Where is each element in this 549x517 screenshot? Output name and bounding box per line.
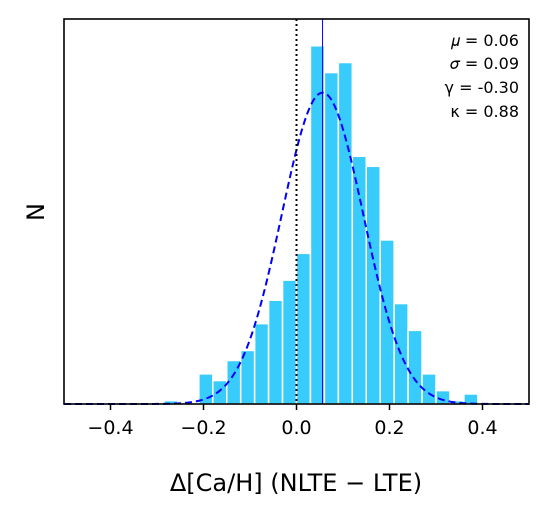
y-axis-title: N	[22, 203, 50, 221]
histogram-bar	[212, 379, 228, 405]
stat-sigma: 𝜎 = 0.09	[450, 54, 519, 73]
stat-mu: 𝜇 = 0.06	[451, 31, 519, 50]
histogram-bar	[337, 61, 354, 405]
histogram-bar	[281, 279, 298, 405]
x-tick-label: 0.4	[467, 417, 497, 439]
stat-kappa: κ = 0.88	[450, 102, 519, 121]
histogram-bar	[365, 165, 381, 405]
histogram-bar	[253, 322, 270, 405]
stat-gamma: γ = -0.30	[445, 78, 519, 97]
x-axis-title: Δ[Ca/H] (NLTE − LTE)	[170, 469, 422, 497]
histogram-bar	[407, 329, 423, 405]
x-tick-label: 0.0	[281, 417, 311, 439]
histogram-bar	[379, 239, 395, 405]
x-axis-ticks: −0.4 −0.2 0.0 0.2 0.4	[87, 404, 498, 439]
x-tick-label: 0.2	[374, 417, 404, 439]
histogram-bar	[267, 299, 284, 405]
histogram-bar	[323, 71, 340, 405]
histogram-bars	[163, 45, 479, 405]
histogram-bar	[435, 389, 451, 405]
x-tick-label: −0.2	[180, 417, 226, 439]
x-tick-label: −0.4	[87, 417, 133, 439]
histogram-bar	[295, 252, 312, 405]
